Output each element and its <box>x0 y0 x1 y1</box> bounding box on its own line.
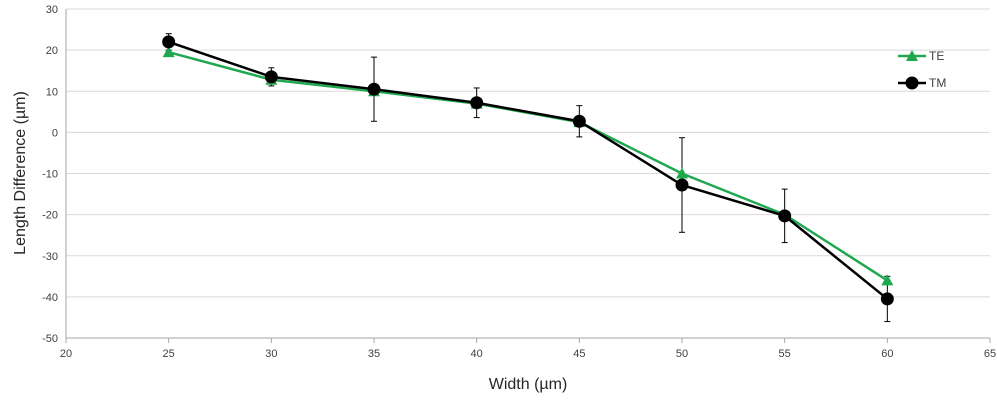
y-tick-label: -50 <box>42 333 58 345</box>
y-tick-label: -30 <box>42 251 58 263</box>
tm-point <box>778 209 792 223</box>
legend-swatch-marker <box>905 76 919 90</box>
legend-item-te: TE <box>898 49 944 63</box>
x-tick-label: 45 <box>573 348 585 360</box>
y-tick-label: -40 <box>42 292 58 304</box>
tm-point <box>367 82 381 96</box>
tm-point <box>675 178 689 192</box>
tm-point <box>572 114 586 128</box>
x-tick-label: 20 <box>60 348 72 360</box>
legend-label: TM <box>929 76 946 90</box>
series-line <box>168 40 889 300</box>
y-tick-label: 20 <box>46 45 58 57</box>
series <box>162 35 894 306</box>
x-tick-label: 30 <box>265 348 277 360</box>
y-axis-title: Length Difference (µm) <box>12 91 29 255</box>
y-tick-label: 30 <box>46 4 58 16</box>
x-tick-label: 55 <box>779 348 791 360</box>
tm-point <box>470 96 484 110</box>
x-tick-label: 65 <box>984 348 996 360</box>
te-point <box>162 46 175 58</box>
series-tm <box>162 35 894 306</box>
tick-labels: -50 -40 -30 -20 -10 0 10 20 30 20 25 30 35 40 45 50 55 60… <box>42 4 996 360</box>
y-tick-label: 0 <box>52 127 58 139</box>
tm-point <box>264 70 278 84</box>
y-tick-label: 10 <box>46 86 58 98</box>
x-tick-label: 40 <box>471 348 483 360</box>
legend-swatch-marker <box>906 50 918 61</box>
series-line <box>168 50 889 282</box>
legend-label: TE <box>929 49 944 63</box>
te-point <box>881 274 894 286</box>
x-tick-label: 35 <box>368 348 380 360</box>
te-point <box>676 167 688 179</box>
x-tick-label: 60 <box>881 348 893 360</box>
x-axis-title: Width (µm) <box>489 376 568 393</box>
legend: TE TM <box>898 49 946 90</box>
gridlines <box>66 8 990 339</box>
legend-item-tm: TM <box>898 76 946 90</box>
y-tick-label: -10 <box>42 169 58 181</box>
x-tick-label: 50 <box>676 348 688 360</box>
tm-point <box>880 292 894 306</box>
y-tick-label: -20 <box>42 210 58 222</box>
axes <box>65 9 991 343</box>
x-tick-label: 25 <box>163 348 175 360</box>
tm-point <box>162 35 176 49</box>
